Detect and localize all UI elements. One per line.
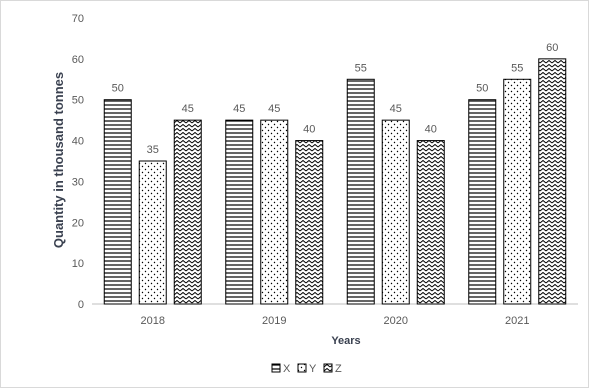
y-axis-title: Quantity in thousand tonnes: [51, 72, 66, 248]
bar-x-2020: [346, 78, 375, 305]
bar-z-2018: [173, 119, 202, 305]
data-labels: 50 35 45 45 45 40 55 45 40 50 55 60: [112, 42, 559, 156]
data-label: 45: [182, 103, 194, 115]
x-axis-title: Years: [331, 335, 360, 347]
data-label: 45: [268, 103, 280, 115]
y-tick-label: 70: [72, 13, 84, 25]
x-tick-label: 2019: [262, 315, 286, 327]
y-tick-label: 0: [78, 299, 84, 311]
bar-x-2018: [103, 99, 132, 305]
legend-swatch-x: [271, 363, 281, 373]
bar-y-2018: [138, 160, 167, 305]
y-tick-label: 20: [72, 217, 84, 229]
x-tick-label: 2020: [384, 315, 408, 327]
bar-x-2021: [468, 99, 497, 305]
bar-y-2020: [381, 119, 410, 305]
y-tick-label: 50: [72, 95, 84, 107]
bar-x-2019: [225, 119, 254, 305]
legend-label-z: Z: [335, 363, 342, 375]
bar-z-2021: [538, 58, 567, 305]
legend: X Y Z: [271, 363, 342, 375]
legend-swatch-y: [297, 363, 307, 373]
bar-y-2021: [503, 78, 532, 305]
x-tick-label: 2021: [505, 315, 529, 327]
data-label: 55: [511, 62, 523, 74]
legend-label-x: X: [283, 363, 291, 375]
data-label: 45: [390, 103, 402, 115]
data-label: 50: [476, 83, 488, 95]
data-label: 50: [112, 83, 124, 95]
bar-z-2020: [416, 140, 445, 305]
legend-label-y: Y: [309, 363, 317, 375]
data-label: 60: [546, 42, 558, 54]
x-axis-tick-labels: 2018 2019 2020 2021: [141, 315, 530, 327]
bar-y-2019: [260, 119, 289, 305]
data-label: 45: [233, 103, 245, 115]
y-axis-tick-labels: 0 10 20 30 40 50 60 70: [72, 13, 84, 311]
data-label: 35: [147, 144, 159, 156]
data-label: 55: [355, 62, 367, 74]
data-label: 40: [425, 124, 437, 136]
x-tick-label: 2018: [141, 315, 165, 327]
data-label: 40: [303, 124, 315, 136]
y-tick-label: 30: [72, 176, 84, 188]
legend-swatch-z: [323, 363, 333, 373]
y-tick-label: 10: [72, 258, 84, 270]
y-tick-label: 40: [72, 136, 84, 148]
bars: [103, 58, 567, 305]
bar-z-2019: [295, 140, 324, 305]
y-tick-label: 60: [72, 54, 84, 66]
